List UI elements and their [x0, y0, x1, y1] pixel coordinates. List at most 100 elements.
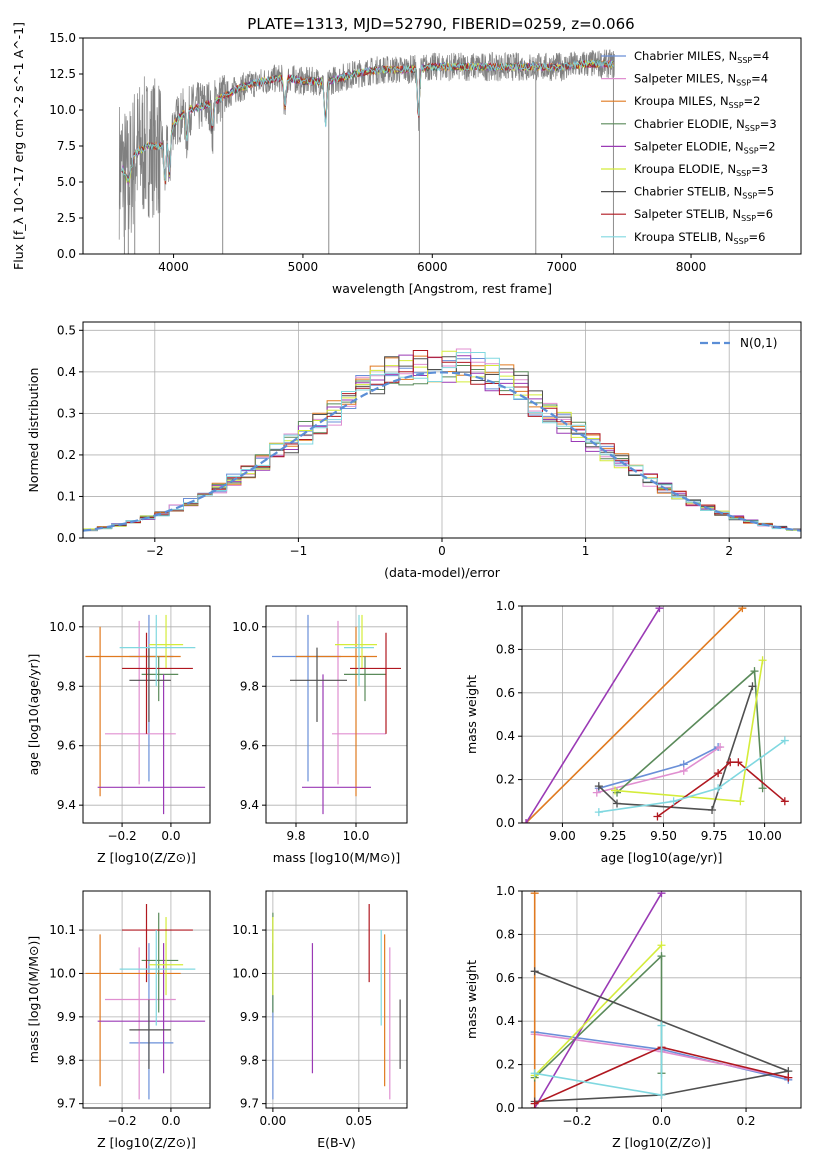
weight-vs-age-ytick-label-3: 0.6 — [496, 686, 515, 700]
residual-hist-8 — [83, 352, 801, 533]
spectrum-ytick-label-2: 5.0 — [57, 175, 76, 189]
mass-vs-Z-content — [85, 904, 206, 1100]
residuals-content — [83, 348, 801, 533]
weight-vs-age-marker-2-1 — [738, 606, 747, 613]
mass-vs-ebv-ytick-label-1: 9.8 — [240, 1053, 259, 1067]
legend-label-3: Chabrier ELODIE, NSSP=3 — [634, 117, 777, 133]
mass-vs-ebv-panel: 0.00 0.05 9.7 9.8 9.9 10.0 10.1 E(B-V) — [232, 890, 408, 1150]
age-vs-mass-ytick-label-0: 9.4 — [240, 798, 259, 812]
mass-vs-Z-ytick-label-2: 9.9 — [57, 1010, 76, 1024]
age-vs-Z-ytick-label-2: 9.8 — [57, 679, 76, 693]
mass-vs-ebv-frame: 0.00 0.05 9.7 9.8 9.9 10.0 10.1 E(B-V) — [232, 890, 408, 1150]
mass-vs-ebv-ytick-label-0: 9.7 — [240, 1097, 259, 1111]
weight-vs-Z-ylabel: mass weight — [464, 960, 479, 1039]
spectrum-ytick-label-5: 12.5 — [49, 67, 76, 81]
weight-vs-age-marker-5-2 — [758, 656, 767, 665]
weight-vs-age-ytick-label-0: 0.0 — [496, 816, 515, 830]
legend-count-6: =5 — [757, 185, 774, 199]
spectrum-ylabel: Flux [f_λ 10^-17 erg cm^-2 s^-1 A^-1] — [11, 22, 26, 270]
legend-sub-6: SSP — [742, 192, 757, 201]
age-vs-Z-ytick-label-3: 10.0 — [49, 620, 76, 634]
weight-vs-age-marker-4-0 — [522, 819, 531, 823]
residuals-xtick-label-2: 0 — [438, 544, 446, 558]
legend-label-7: Salpeter STELIB, NSSP=6 — [634, 207, 773, 223]
weight-vs-Z-ytick-label-2: 0.4 — [496, 1014, 515, 1028]
legend-label-5: Kroupa ELODIE, NSSP=3 — [634, 162, 768, 178]
weight-vs-age-plot-area — [522, 606, 801, 823]
age-vs-mass-frame: 9.8 10.0 9.4 9.6 9.8 10.0 mass [log10(M/M⊙)] — [232, 605, 408, 865]
weight-vs-age-marker-5-0 — [611, 786, 619, 795]
weight-vs-age-content — [522, 606, 789, 823]
spectrum-xtick-label-2: 6000 — [417, 260, 448, 274]
weight-vs-age-xtick-label-1: 9.25 — [600, 829, 627, 843]
gaussian-legend-label: N(0,1) — [740, 336, 777, 350]
age-vs-Z-xlabel: Z [log10(Z/Z⊙)] — [97, 850, 196, 865]
weight-vs-age-marker-6-2 — [708, 805, 717, 814]
spectrum-ytick-label-1: 2.5 — [57, 211, 76, 225]
weight-vs-Z-xtick-label-1: 0.0 — [652, 1114, 671, 1128]
age-vs-Z-ylabel: age [log10(age/yr)] — [26, 654, 41, 776]
mass-vs-ebv-content — [272, 904, 401, 1100]
weight-vs-Z-marker-8-1 — [657, 1090, 666, 1099]
weight-vs-Z-marker-7-0 — [530, 1099, 539, 1108]
age-vs-mass-panel: 9.8 10.0 9.4 9.6 9.8 10.0 mass [log10(M/M⊙)] — [232, 605, 408, 865]
residuals-xtick-label-4: 2 — [725, 544, 733, 558]
weight-vs-age-marker-1-0 — [592, 788, 601, 797]
legend-sub-2: SSP — [729, 101, 744, 110]
weight-vs-age-ytick-label-2: 0.4 — [496, 729, 515, 743]
age-vs-mass-ytick-label-2: 9.8 — [240, 679, 259, 693]
weight-vs-Z-xtick-label-2: 0.2 — [736, 1114, 755, 1128]
legend-count-0: =4 — [752, 49, 769, 63]
legend-count-3: =3 — [760, 117, 777, 131]
weight-vs-age-marker-1-1 — [679, 766, 688, 775]
weight-vs-age-marker-7-3 — [734, 758, 743, 767]
age-vs-Z-ytick-label-1: 9.6 — [57, 739, 76, 753]
spectrum-xtick-label-4: 8000 — [676, 260, 707, 274]
mass-vs-Z-xtick-label-0: −0.2 — [108, 1114, 137, 1128]
residuals-ytick-label-5: 0.5 — [57, 323, 76, 337]
mass-vs-ebv-xtick-label-1: 0.05 — [345, 1114, 372, 1128]
age-vs-Z-border — [82, 605, 211, 824]
weight-vs-age-marker-7-1 — [714, 769, 723, 778]
residuals-ytick-label-1: 0.1 — [57, 489, 76, 503]
legend-count-2: =2 — [744, 94, 761, 108]
weight-vs-Z-xlabel: Z [log10(Z/Z⊙)] — [612, 1135, 711, 1150]
mass-vs-Z-border — [82, 890, 211, 1109]
legend-label-8: Kroupa STELIB, NSSP=6 — [634, 230, 765, 246]
spectrum-frame: 4000 5000 6000 7000 8000 0.0 2.5 5.0 7.5 10.0 12.5… — [11, 22, 802, 296]
age-vs-Z-xtick-label-0: −0.2 — [108, 829, 137, 843]
spectrum-plot-area — [83, 38, 801, 254]
weight-vs-Z-xtick-label-0: −0.2 — [562, 1114, 591, 1128]
weight-vs-Z-ytick-label-5: 1.0 — [496, 884, 515, 898]
weight-vs-age-ytick-label-1: 0.2 — [496, 773, 515, 787]
age-vs-Z-panel: −0.2 0.0 9.4 9.6 9.8 10.0 Z [log10(Z/Z⊙)] age [… — [26, 605, 211, 865]
weight-vs-Z-marker-5-1 — [657, 941, 666, 950]
weight-vs-Z-marker-8-0 — [530, 1069, 539, 1078]
residuals-frame: −2 −1 0 1 2 0.0 0.1 0.2 0.3 0.4 0.5 (data-model)/er… — [26, 321, 802, 580]
weight-vs-age-line-6 — [598, 686, 754, 811]
weight-vs-age-marker-8-2 — [714, 784, 723, 793]
residuals-xtick-label-3: 1 — [582, 544, 590, 558]
legend-sub-8: SSP — [734, 237, 749, 246]
age-vs-Z-ytick-label-0: 9.4 — [57, 798, 76, 812]
weight-vs-age-border — [521, 605, 802, 824]
weight-vs-age-line-2 — [525, 607, 743, 823]
age-vs-mass-xlabel: mass [log10(M/M⊙)] — [273, 850, 401, 865]
weight-vs-age-line-8 — [598, 739, 786, 813]
residuals-ytick-label-4: 0.4 — [57, 365, 76, 379]
weight-vs-Z-marker-7-2 — [784, 1073, 793, 1082]
legend-sub-7: SSP — [741, 214, 756, 223]
spectrum-ytick-label-0: 0.0 — [57, 247, 76, 261]
weight-vs-age-marker-7-4 — [780, 797, 789, 806]
weight-vs-Z-panel: −0.2 0.0 0.2 0.0 0.2 0.4 0.6 0.8 1.0 Z [log10(Z/Z… — [464, 884, 802, 1150]
legend-sub-3: SSP — [745, 124, 760, 133]
age-vs-mass-ytick-label-3: 10.0 — [232, 620, 259, 634]
residuals-ytick-label-0: 0.0 — [57, 531, 76, 545]
mass-vs-Z-frame: −0.2 0.0 9.7 9.8 9.9 10.0 10.1 Z [log10(Z/Z⊙)] m… — [26, 890, 211, 1150]
weight-vs-Z-marker-3-1 — [657, 952, 666, 961]
mass-vs-Z-ytick-label-0: 9.7 — [57, 1097, 76, 1111]
mass-vs-ebv-ytick-label-4: 10.1 — [232, 923, 259, 937]
weight-vs-Z-marker-6-3 — [530, 967, 539, 976]
age-vs-Z-content — [85, 614, 206, 815]
